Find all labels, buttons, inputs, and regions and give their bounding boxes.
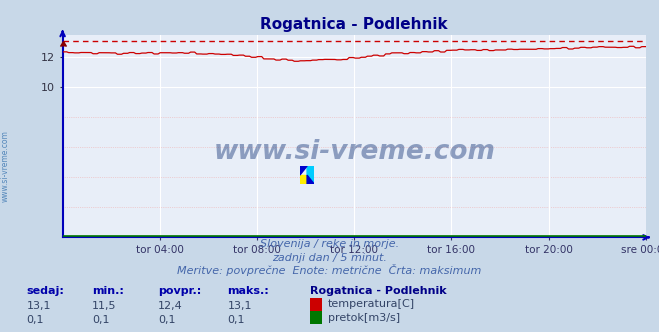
Text: 11,5: 11,5 — [92, 301, 117, 311]
Polygon shape — [307, 166, 314, 184]
Text: zadnji dan / 5 minut.: zadnji dan / 5 minut. — [272, 253, 387, 263]
Text: Slovenija / reke in morje.: Slovenija / reke in morje. — [260, 239, 399, 249]
Text: povpr.:: povpr.: — [158, 286, 202, 296]
Text: Meritve: povprečne  Enote: metrične  Črta: maksimum: Meritve: povprečne Enote: metrične Črta:… — [177, 264, 482, 276]
Polygon shape — [307, 175, 314, 184]
Text: temperatura[C]: temperatura[C] — [328, 299, 415, 309]
Text: 12,4: 12,4 — [158, 301, 183, 311]
Text: 0,1: 0,1 — [92, 315, 110, 325]
Text: sedaj:: sedaj: — [26, 286, 64, 296]
Text: www.si-vreme.com: www.si-vreme.com — [1, 130, 10, 202]
Text: 0,1: 0,1 — [158, 315, 176, 325]
Text: pretok[m3/s]: pretok[m3/s] — [328, 313, 400, 323]
Polygon shape — [300, 175, 307, 184]
Title: Rogatnica - Podlehnik: Rogatnica - Podlehnik — [260, 17, 448, 32]
Text: min.:: min.: — [92, 286, 124, 296]
Text: 13,1: 13,1 — [227, 301, 252, 311]
Text: maks.:: maks.: — [227, 286, 269, 296]
Text: 0,1: 0,1 — [227, 315, 245, 325]
Text: 0,1: 0,1 — [26, 315, 44, 325]
Text: 13,1: 13,1 — [26, 301, 51, 311]
Text: Rogatnica - Podlehnik: Rogatnica - Podlehnik — [310, 286, 446, 296]
Text: www.si-vreme.com: www.si-vreme.com — [214, 139, 495, 165]
Polygon shape — [300, 166, 307, 175]
